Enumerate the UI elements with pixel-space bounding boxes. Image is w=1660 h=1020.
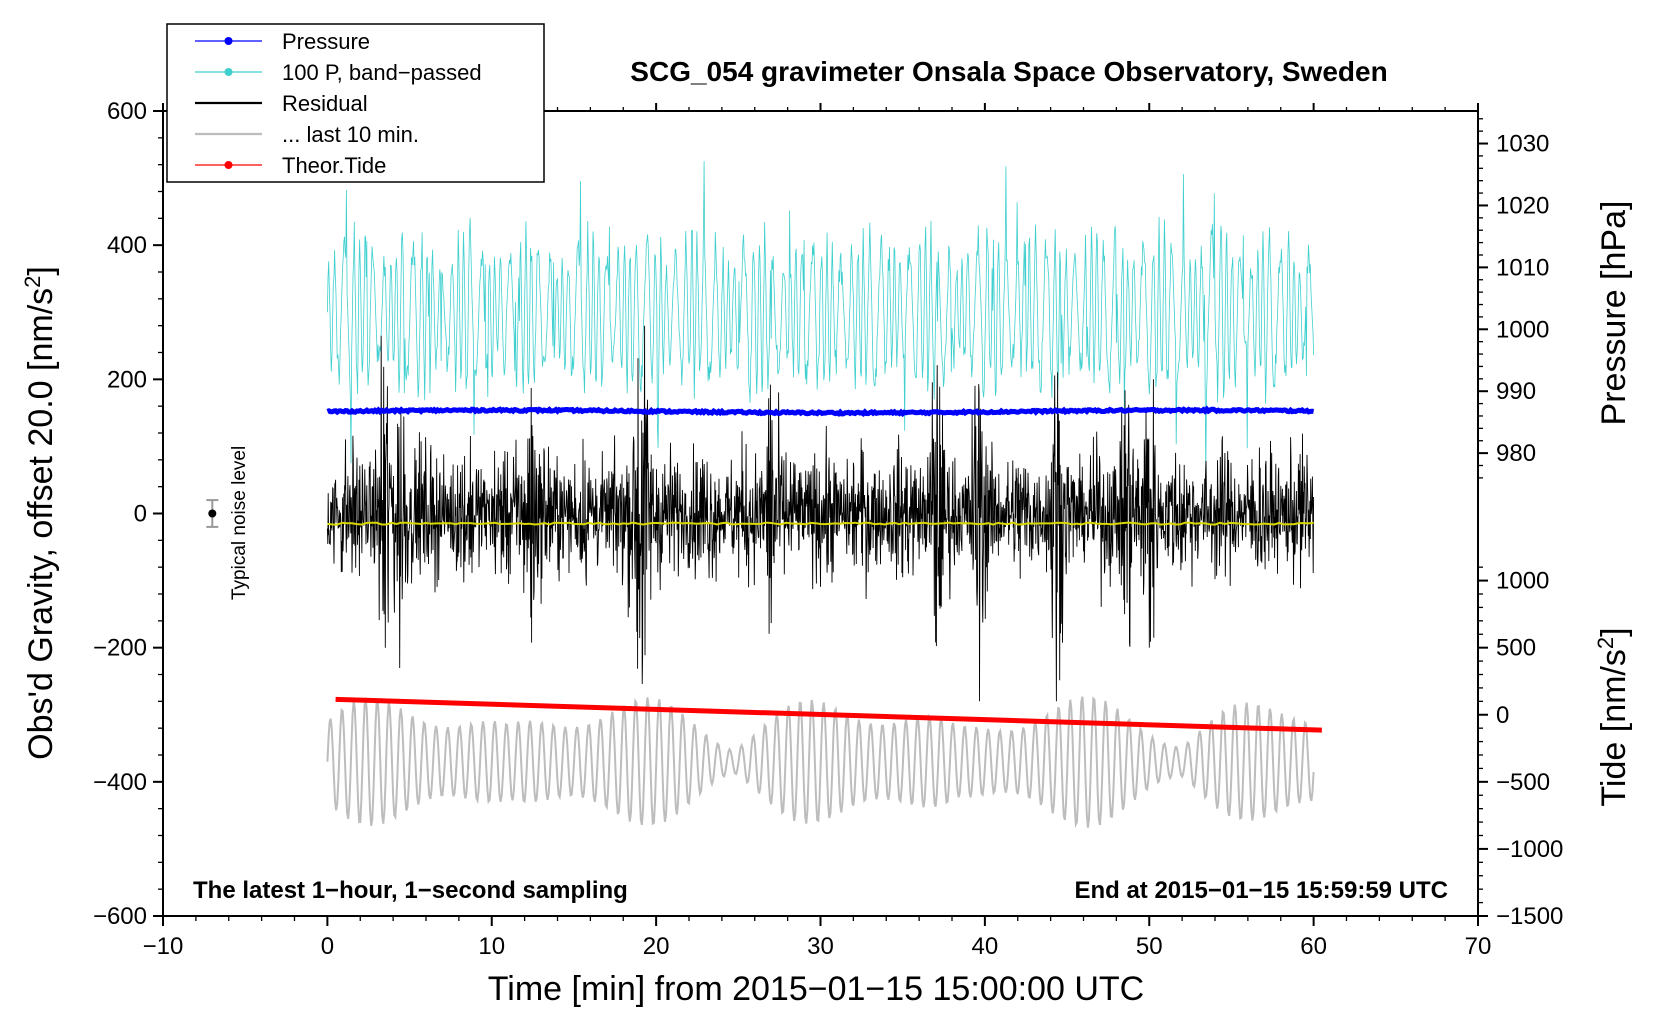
x-tick-label: −10 <box>143 933 184 960</box>
tide-axis-ticks: −1500 −1000 −500 0 500 1000 <box>1478 566 1563 930</box>
y-axis-label-end: ] <box>22 266 60 275</box>
pressure-axis-ticks: 980 990 1000 1010 1020 1030 <box>1478 118 1549 479</box>
y-tick-label: −600 <box>93 903 147 930</box>
legend-swatch-marker <box>224 68 233 76</box>
x-tick-label: 60 <box>1300 933 1327 960</box>
legend: Pressure 100 P, band−passed Residual ... la… <box>166 23 545 183</box>
pressure-line <box>326 405 1315 418</box>
noise-level-label: Typical noise level <box>229 446 250 600</box>
annotation-sampling: The latest 1−hour, 1−second sampling <box>193 877 628 904</box>
legend-entries: Pressure 100 P, band−passed Residual ... la… <box>195 29 482 178</box>
legend-label: ... last 10 min. <box>282 122 419 147</box>
x-tick-label: 50 <box>1136 933 1163 960</box>
tide-axis-label-sup: 2 <box>1593 637 1618 649</box>
y-axis-label-main: Obs'd Gravity, offset 20.0 [nm/s <box>22 288 60 760</box>
x-tick-label: 30 <box>807 933 834 960</box>
residual-mean-line <box>327 521 1314 526</box>
tide-series <box>335 696 1322 733</box>
tide-tick-label: 500 <box>1496 635 1536 662</box>
x-axis-ticks: −10 0 10 20 30 40 50 60 70 <box>143 103 1492 960</box>
y-axis-label-sup: 2 <box>20 276 45 288</box>
last10-series <box>326 696 1315 829</box>
noise-dot <box>208 509 217 518</box>
pressure-series <box>326 405 1315 418</box>
pressure-tick-label: 1000 <box>1496 316 1549 343</box>
tide-tick-label: −500 <box>1496 769 1550 796</box>
legend-swatch-marker <box>224 161 233 169</box>
tide-axis-label: Tide [nm/s2] <box>1593 627 1633 806</box>
tide-axis-label-main: Tide [nm/s <box>1595 649 1633 806</box>
bandpassed-series <box>327 161 1314 474</box>
bandpassed-line <box>327 161 1314 474</box>
x-tick-label: 70 <box>1465 933 1492 960</box>
legend-label: Residual <box>282 91 368 116</box>
tide-tick-label: 1000 <box>1496 568 1549 595</box>
last10-line <box>326 696 1315 829</box>
y-tick-label: −200 <box>93 635 147 662</box>
y-tick-label: 0 <box>134 501 147 528</box>
tide-tick-label: 0 <box>1496 702 1509 729</box>
pressure-tick-label: 990 <box>1496 378 1536 405</box>
chart-title: SCG_054 gravimeter Onsala Space Observat… <box>630 56 1387 87</box>
legend-swatch-marker <box>224 37 233 45</box>
tide-tick-label: −1500 <box>1496 903 1563 930</box>
y-tick-label: 600 <box>107 98 147 125</box>
residual-series <box>326 325 1315 702</box>
pressure-tick-label: 1030 <box>1496 131 1549 158</box>
y-tick-label: −400 <box>93 769 147 796</box>
annotation-end-time: End at 2015−01−15 15:59:59 UTC <box>1074 877 1448 904</box>
tide-line <box>335 696 1322 733</box>
x-tick-label: 0 <box>321 933 334 960</box>
legend-label: Pressure <box>282 29 370 54</box>
legend-label: Theor.Tide <box>282 153 386 178</box>
residual-line <box>326 325 1315 702</box>
residual-mean-series <box>327 521 1314 526</box>
legend-label: 100 P, band−passed <box>282 60 482 85</box>
pressure-tick-label: 1020 <box>1496 192 1549 219</box>
y-axis-label: Obs'd Gravity, offset 20.0 [nm/s2] <box>20 266 60 760</box>
noise-level-marker: Typical noise level <box>206 446 250 600</box>
x-axis-label: Time [min] from 2015−01−15 15:00:00 UTC <box>488 970 1144 1008</box>
pressure-axis-label: Pressure [hPa] <box>1595 201 1633 426</box>
x-tick-label: 10 <box>478 933 505 960</box>
pressure-tick-label: 980 <box>1496 440 1536 467</box>
y-tick-label: 200 <box>107 366 147 393</box>
tide-tick-label: −1000 <box>1496 836 1563 863</box>
x-tick-label: 40 <box>972 933 999 960</box>
y-tick-label: 400 <box>107 232 147 259</box>
x-tick-label: 20 <box>643 933 670 960</box>
y-axis-ticks: −600 −400 −200 0 200 400 600 <box>93 98 163 930</box>
pressure-tick-label: 1010 <box>1496 254 1549 281</box>
tide-axis-label-end: ] <box>1595 627 1633 636</box>
